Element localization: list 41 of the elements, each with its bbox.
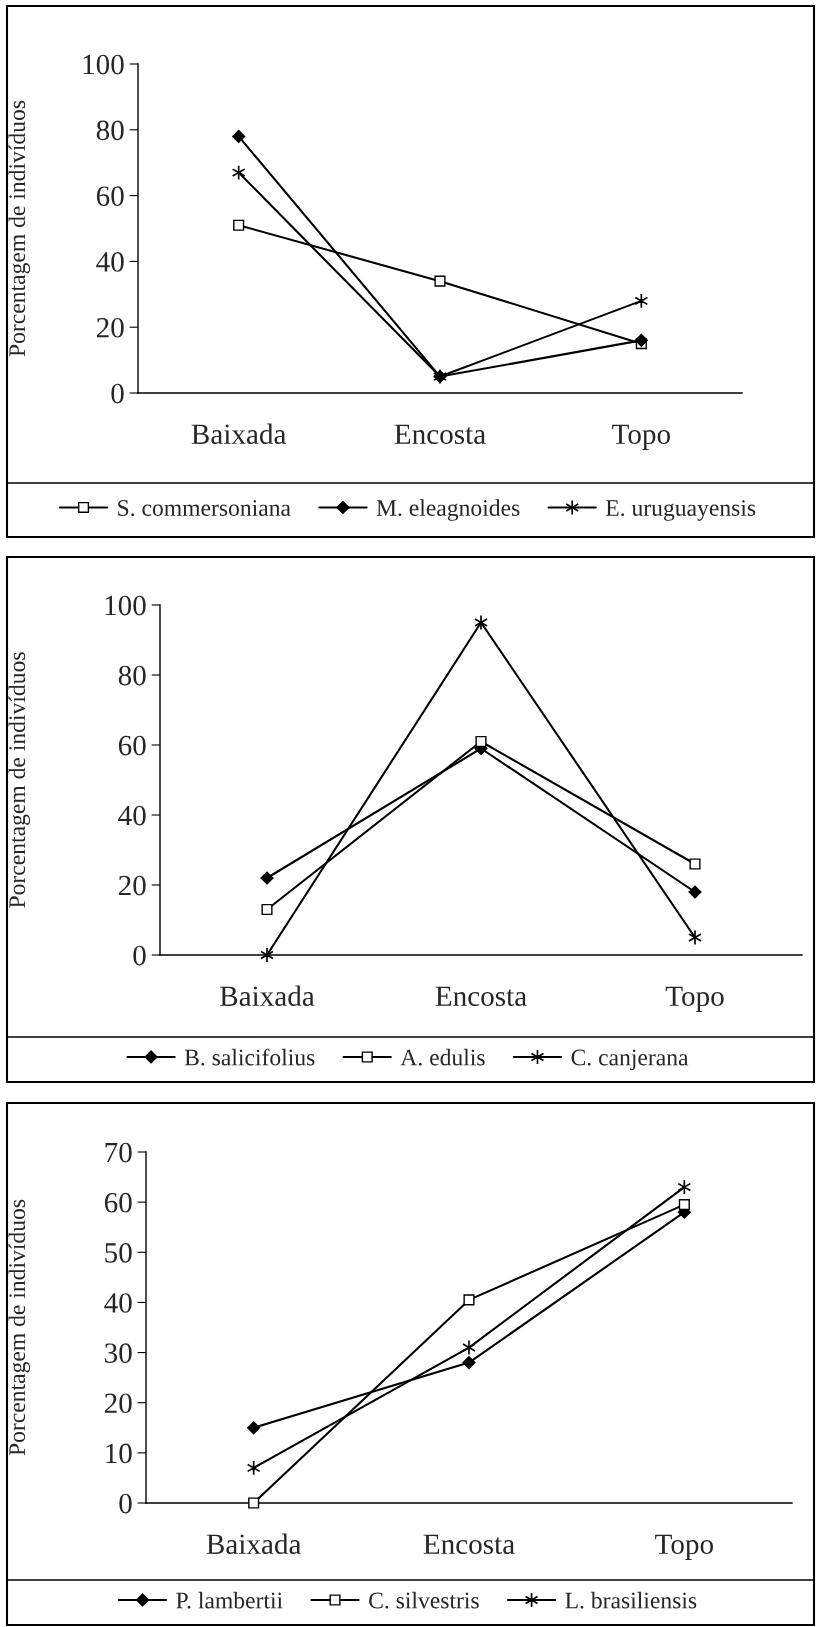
y-tick-label: 40 — [118, 805, 146, 826]
legend-label: A. edulis — [400, 1048, 485, 1066]
y-tick-label: 60 — [96, 186, 124, 207]
y-tick-label: 10 — [106, 1443, 132, 1464]
x-tick-label: Baixada — [220, 985, 315, 1007]
y-tick-label: 80 — [96, 120, 124, 141]
legend-label: C. silvestris — [369, 1591, 479, 1609]
y-tick-label: 20 — [104, 1393, 132, 1414]
y-tick-label: 50 — [105, 1243, 132, 1263]
legend-label: C. canjerana — [571, 1049, 689, 1071]
y-tick-label: 40 — [104, 1293, 132, 1313]
y-axis-title: Porcentagem de indivíduos — [8, 652, 30, 908]
y-tick-label: 0 — [119, 1493, 132, 1514]
x-tick-label: Topo — [655, 1534, 713, 1561]
x-tick-label: Encosta — [423, 1534, 515, 1555]
legend-label: P. lambertii — [176, 1591, 283, 1609]
y-tick-label: 100 — [83, 54, 124, 75]
legend-label: E. uruguayensis — [605, 500, 756, 521]
y-tick-label: 100 — [105, 595, 146, 616]
y-axis-title: Porcentagem de indivíduos — [8, 100, 30, 357]
y-tick-label: 30 — [105, 1343, 132, 1363]
legend-label: L. brasiliensis — [565, 1591, 697, 1609]
y-tick-label: 60 — [104, 1192, 132, 1213]
x-tick-label: Topo — [665, 986, 724, 1013]
x-tick-label: Topo — [612, 424, 670, 451]
y-tick-label: 80 — [118, 665, 146, 686]
y-tick-label: 0 — [111, 383, 124, 404]
x-tick-label: Baixada — [191, 423, 287, 445]
legend-label: B. salicifolius — [184, 1048, 315, 1066]
y-tick-label: 0 — [133, 945, 146, 966]
legend-label: M. eleagnoides — [376, 499, 520, 521]
legend-label: S. commersoniana — [118, 500, 291, 517]
x-tick-label: Baixada — [206, 1533, 302, 1555]
y-tick-label: 20 — [96, 317, 124, 338]
y-tick-label: 70 — [105, 1142, 132, 1163]
y-tick-label: 20 — [118, 875, 146, 896]
y-axis-title: Porcentagem de indivíduos — [8, 1199, 30, 1456]
y-tick-label: 60 — [118, 735, 146, 756]
y-tick-label: 40 — [96, 252, 124, 272]
x-tick-label: Encosta — [435, 986, 527, 1007]
x-tick-label: Encosta — [394, 424, 486, 445]
